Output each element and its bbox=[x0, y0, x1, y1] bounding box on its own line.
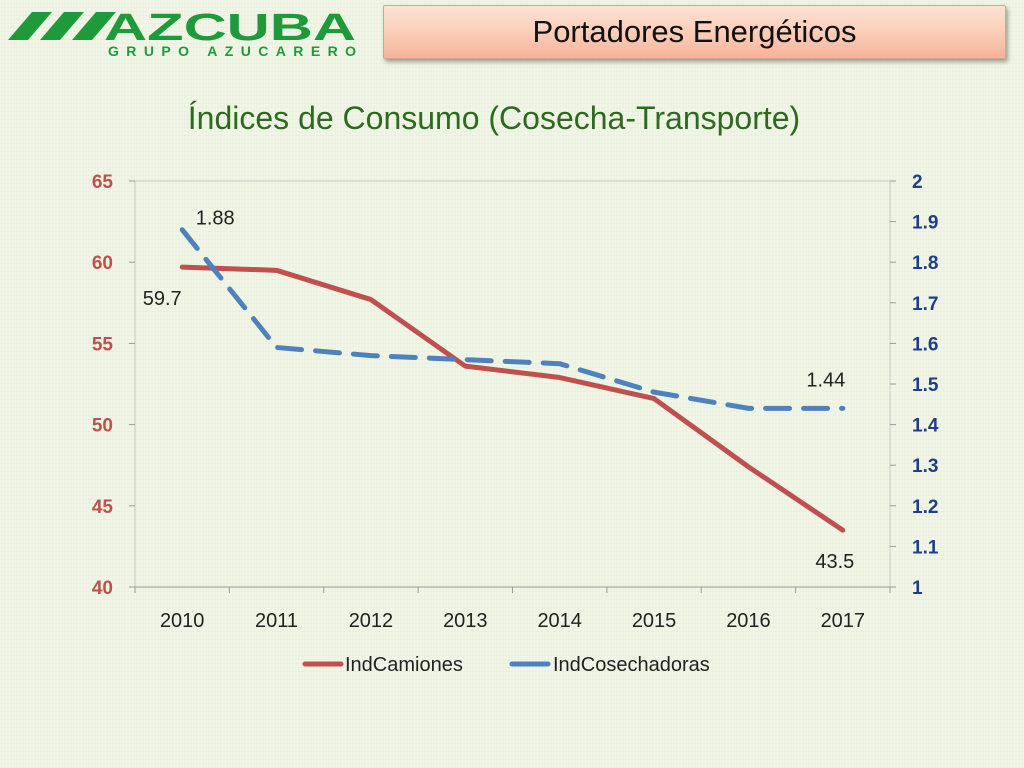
x-tick-label: 2014 bbox=[537, 610, 582, 632]
y-right-tick-label: 1.6 bbox=[912, 334, 938, 355]
series-line-IndCamiones bbox=[179, 264, 846, 533]
legend-label: IndCosechadoras bbox=[553, 654, 710, 676]
y-left-tick-label: 50 bbox=[92, 416, 113, 437]
y-right-tick-label: 1.8 bbox=[912, 253, 938, 274]
y-right-tick-label: 1.2 bbox=[912, 497, 938, 518]
x-tick-label: 2012 bbox=[349, 610, 394, 632]
legend-label: IndCamiones bbox=[345, 654, 463, 676]
plot-area bbox=[134, 180, 891, 588]
y-left-tick-label: 55 bbox=[92, 334, 114, 355]
azcuba-logo: AZCUBA GRUPO AZUCARERO bbox=[8, 7, 356, 59]
header-title: Portadores Energéticos bbox=[532, 14, 857, 49]
x-tick-label: 2017 bbox=[821, 610, 866, 632]
y-right-tick-label: 1.5 bbox=[912, 375, 939, 396]
data-label: 59.7 bbox=[143, 288, 182, 310]
y-right-tick-label: 1.9 bbox=[912, 213, 938, 234]
x-tick-label: 2013 bbox=[443, 610, 488, 632]
logo-brand-text: AZCUBA bbox=[104, 7, 356, 49]
header-banner: Portadores Energéticos bbox=[383, 5, 1006, 59]
y-right-tick-label: 1.7 bbox=[912, 294, 938, 315]
y-left-tick-label: 65 bbox=[92, 172, 114, 193]
series-line-IndCosechadoras bbox=[179, 227, 846, 411]
chart-title: Índices de Consumo (Cosecha-Transporte) bbox=[187, 100, 801, 136]
y-right-tick-label: 1.3 bbox=[912, 456, 938, 477]
logo-subtitle-text: GRUPO AZUCARERO bbox=[108, 43, 356, 59]
y-right-tick-label: 1 bbox=[912, 578, 923, 599]
x-tick-label: 2016 bbox=[726, 610, 771, 632]
y-left-tick-label: 60 bbox=[92, 253, 113, 274]
y-left-tick-label: 45 bbox=[92, 497, 114, 518]
x-tick-label: 2015 bbox=[632, 610, 677, 632]
data-label: 1.44 bbox=[806, 369, 845, 391]
x-tick-label: 2011 bbox=[255, 610, 298, 632]
y-right-tick-label: 2 bbox=[912, 172, 923, 193]
y-left-tick-label: 40 bbox=[92, 578, 113, 599]
data-label: 43.5 bbox=[815, 551, 854, 573]
y-right-tick-label: 1.4 bbox=[912, 416, 939, 437]
x-tick-label: 2010 bbox=[160, 610, 205, 632]
y-right-tick-label: 1.1 bbox=[912, 537, 939, 558]
data-label: 1.88 bbox=[196, 208, 235, 230]
